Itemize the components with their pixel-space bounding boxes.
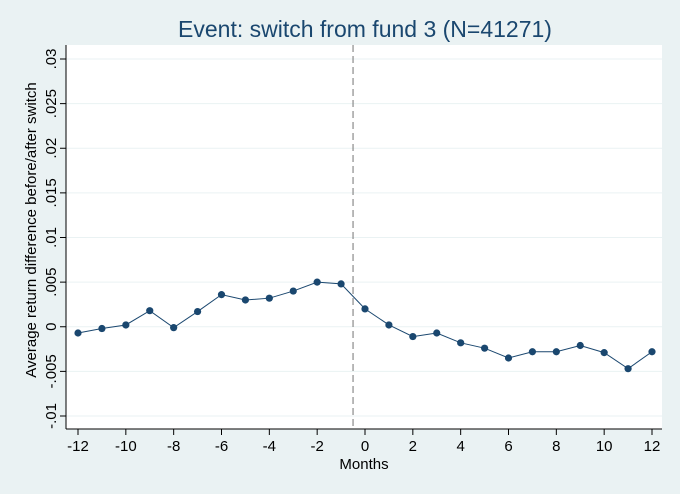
x-tick-label: 8 — [552, 438, 560, 455]
x-tick-label: -8 — [167, 438, 180, 455]
y-tick-label: .025 — [43, 89, 60, 118]
data-point — [385, 321, 393, 329]
data-point — [648, 348, 656, 356]
x-tick-label: 0 — [361, 438, 369, 455]
data-point — [289, 287, 297, 295]
x-tick-label: 2 — [409, 438, 417, 455]
data-point — [600, 349, 608, 357]
data-point — [265, 294, 273, 302]
y-tick-label: .005 — [43, 268, 60, 297]
series-group — [74, 278, 656, 373]
x-axis-title: Months — [339, 456, 388, 473]
data-point — [457, 339, 465, 347]
data-point — [122, 321, 130, 329]
x-tick-label: -12 — [67, 438, 89, 455]
y-tick-label: 0 — [43, 323, 60, 331]
data-point — [146, 307, 154, 315]
data-point — [241, 296, 250, 304]
data-point — [313, 278, 321, 286]
x-tick-label: -2 — [310, 438, 323, 455]
chart-title: Event: switch from fund 3 (N=41271) — [178, 16, 552, 42]
data-point — [409, 332, 417, 341]
grid-lines — [66, 58, 662, 417]
data-point — [170, 324, 178, 332]
data-point — [576, 341, 584, 350]
x-tick-label: -6 — [215, 438, 228, 455]
data-point — [74, 329, 82, 337]
y-tick-label: .02 — [43, 138, 60, 159]
y-tick-label: .015 — [43, 178, 60, 207]
x-tick-label: -4 — [263, 438, 276, 455]
data-point — [504, 354, 513, 362]
y-tick-label: -.005 — [43, 354, 60, 388]
y-tick-label: .01 — [43, 227, 60, 248]
data-point — [433, 329, 441, 337]
data-point — [217, 291, 226, 299]
axes: -.01 -.005 0 .005 .01 .015 .02 .025 .03 -12 -10 -8 -… — [43, 45, 662, 455]
y-tick-label: -.01 — [43, 403, 60, 429]
x-tick-label: 10 — [596, 438, 613, 455]
y-axis-title: Average return difference before/after s… — [23, 82, 40, 377]
x-tick-label: -10 — [115, 438, 137, 455]
data-point — [528, 348, 537, 356]
y-tick-label: .03 — [43, 49, 60, 70]
data-point — [552, 348, 560, 356]
data-point — [337, 280, 345, 288]
data-point — [361, 305, 369, 313]
data-point — [98, 324, 106, 333]
x-tick-label: 4 — [456, 438, 464, 455]
data-point — [193, 307, 202, 316]
data-point — [624, 365, 632, 373]
x-tick-label: 12 — [644, 438, 661, 455]
data-point — [480, 344, 489, 352]
x-tick-label: 6 — [504, 438, 512, 455]
